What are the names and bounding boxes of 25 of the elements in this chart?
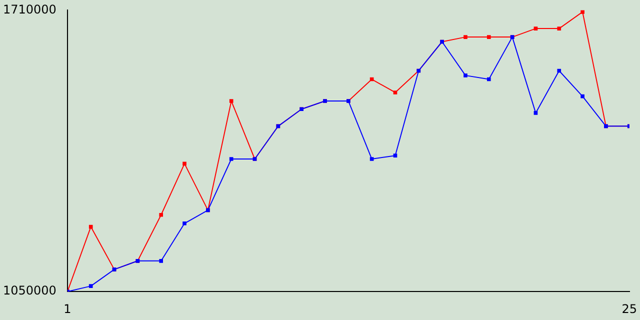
- point: [486, 77, 491, 82]
- point: [534, 111, 538, 115]
- point: [557, 68, 562, 73]
- x-tick-label: 25: [622, 302, 638, 316]
- point: [159, 258, 164, 263]
- point: [464, 35, 468, 39]
- point: [580, 10, 584, 14]
- point: [580, 94, 584, 98]
- point: [534, 26, 538, 30]
- point: [486, 35, 491, 39]
- y-tick-label: 1050000: [2, 284, 56, 298]
- y-tick-label: 1710000: [2, 2, 56, 16]
- point: [393, 154, 398, 158]
- point: [88, 284, 93, 288]
- point: [88, 224, 93, 229]
- point: [229, 99, 234, 103]
- x-tick-label: 1: [64, 302, 72, 316]
- point: [159, 212, 164, 217]
- point: [182, 162, 186, 166]
- point: [557, 26, 562, 30]
- point: [464, 74, 468, 78]
- point: [370, 157, 374, 161]
- point: [182, 221, 186, 226]
- point: [229, 157, 234, 161]
- point: [393, 90, 398, 94]
